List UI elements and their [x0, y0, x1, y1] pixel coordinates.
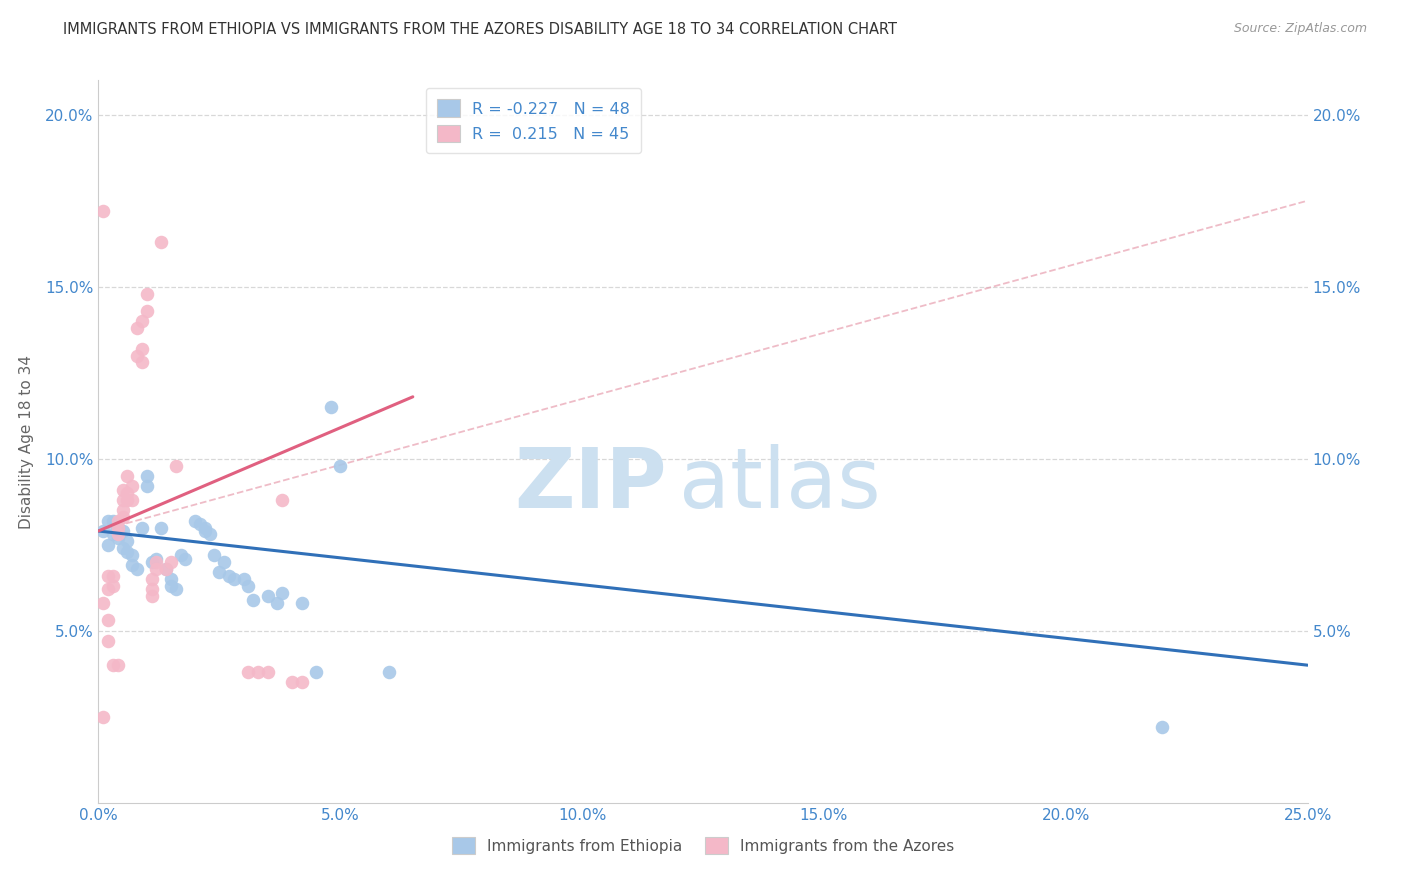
Point	[127, 321, 149, 335]
Point	[135, 303, 157, 318]
Point	[188, 517, 211, 532]
Point	[135, 479, 157, 493]
Point	[97, 514, 120, 528]
Point	[222, 572, 245, 586]
Y-axis label: Disability Age 18 to 34: Disability Age 18 to 34	[20, 354, 34, 529]
Point	[290, 675, 312, 690]
Point	[232, 572, 254, 586]
Point	[111, 483, 134, 497]
Point	[101, 568, 124, 582]
Point	[107, 520, 129, 534]
Point	[101, 658, 124, 673]
Point	[97, 538, 120, 552]
Point	[208, 566, 231, 580]
Point	[107, 527, 129, 541]
Point	[204, 548, 226, 562]
Point	[121, 548, 143, 562]
Point	[91, 524, 114, 538]
Point	[150, 520, 173, 534]
Point	[131, 355, 153, 369]
Point	[91, 596, 114, 610]
Point	[141, 590, 163, 604]
Point	[305, 665, 328, 679]
Point	[107, 520, 129, 534]
Point	[242, 592, 264, 607]
Point	[107, 658, 129, 673]
Point	[117, 469, 139, 483]
Point	[121, 493, 143, 508]
Point	[97, 568, 120, 582]
Point	[218, 568, 240, 582]
Point	[247, 665, 270, 679]
Point	[266, 596, 288, 610]
Point	[150, 235, 173, 249]
Point	[160, 555, 183, 569]
Point	[198, 527, 221, 541]
Point	[155, 562, 177, 576]
Point	[127, 562, 149, 576]
Point	[256, 665, 278, 679]
Point	[281, 675, 304, 690]
Point	[165, 582, 187, 597]
Point	[111, 524, 134, 538]
Point	[212, 555, 235, 569]
Text: IMMIGRANTS FROM ETHIOPIA VS IMMIGRANTS FROM THE AZORES DISABILITY AGE 18 TO 34 C: IMMIGRANTS FROM ETHIOPIA VS IMMIGRANTS F…	[63, 22, 897, 37]
Point	[141, 555, 163, 569]
Point	[97, 614, 120, 628]
Point	[271, 586, 294, 600]
Point	[145, 562, 167, 576]
Point	[117, 544, 139, 558]
Point	[117, 493, 139, 508]
Point	[111, 510, 134, 524]
Point	[111, 503, 134, 517]
Text: atlas: atlas	[679, 444, 880, 525]
Point	[111, 493, 134, 508]
Point	[155, 562, 177, 576]
Legend: Immigrants from Ethiopia, Immigrants from the Azores: Immigrants from Ethiopia, Immigrants fro…	[446, 831, 960, 860]
Point	[141, 572, 163, 586]
Point	[238, 579, 260, 593]
Point	[194, 524, 217, 538]
Point	[135, 469, 157, 483]
Point	[141, 582, 163, 597]
Text: Source: ZipAtlas.com: Source: ZipAtlas.com	[1233, 22, 1367, 36]
Point	[121, 479, 143, 493]
Point	[117, 486, 139, 500]
Point	[271, 493, 294, 508]
Point	[160, 579, 183, 593]
Point	[194, 520, 217, 534]
Point	[101, 527, 124, 541]
Point	[145, 555, 167, 569]
Point	[165, 458, 187, 473]
Point	[131, 520, 153, 534]
Point	[135, 286, 157, 301]
Point	[97, 582, 120, 597]
Point	[319, 400, 342, 414]
Point	[184, 514, 207, 528]
Point	[1152, 720, 1174, 734]
Point	[131, 342, 153, 356]
Point	[107, 531, 129, 545]
Point	[121, 558, 143, 573]
Point	[290, 596, 312, 610]
Text: ZIP: ZIP	[515, 444, 666, 525]
Point	[145, 551, 167, 566]
Point	[101, 514, 124, 528]
Point	[377, 665, 399, 679]
Point	[131, 314, 153, 328]
Point	[169, 548, 191, 562]
Point	[111, 541, 134, 556]
Point	[174, 551, 197, 566]
Point	[107, 514, 129, 528]
Point	[117, 534, 139, 549]
Point	[97, 634, 120, 648]
Point	[256, 590, 278, 604]
Point	[238, 665, 260, 679]
Point	[101, 579, 124, 593]
Point	[329, 458, 352, 473]
Point	[127, 349, 149, 363]
Point	[91, 710, 114, 724]
Point	[91, 204, 114, 219]
Point	[160, 572, 183, 586]
